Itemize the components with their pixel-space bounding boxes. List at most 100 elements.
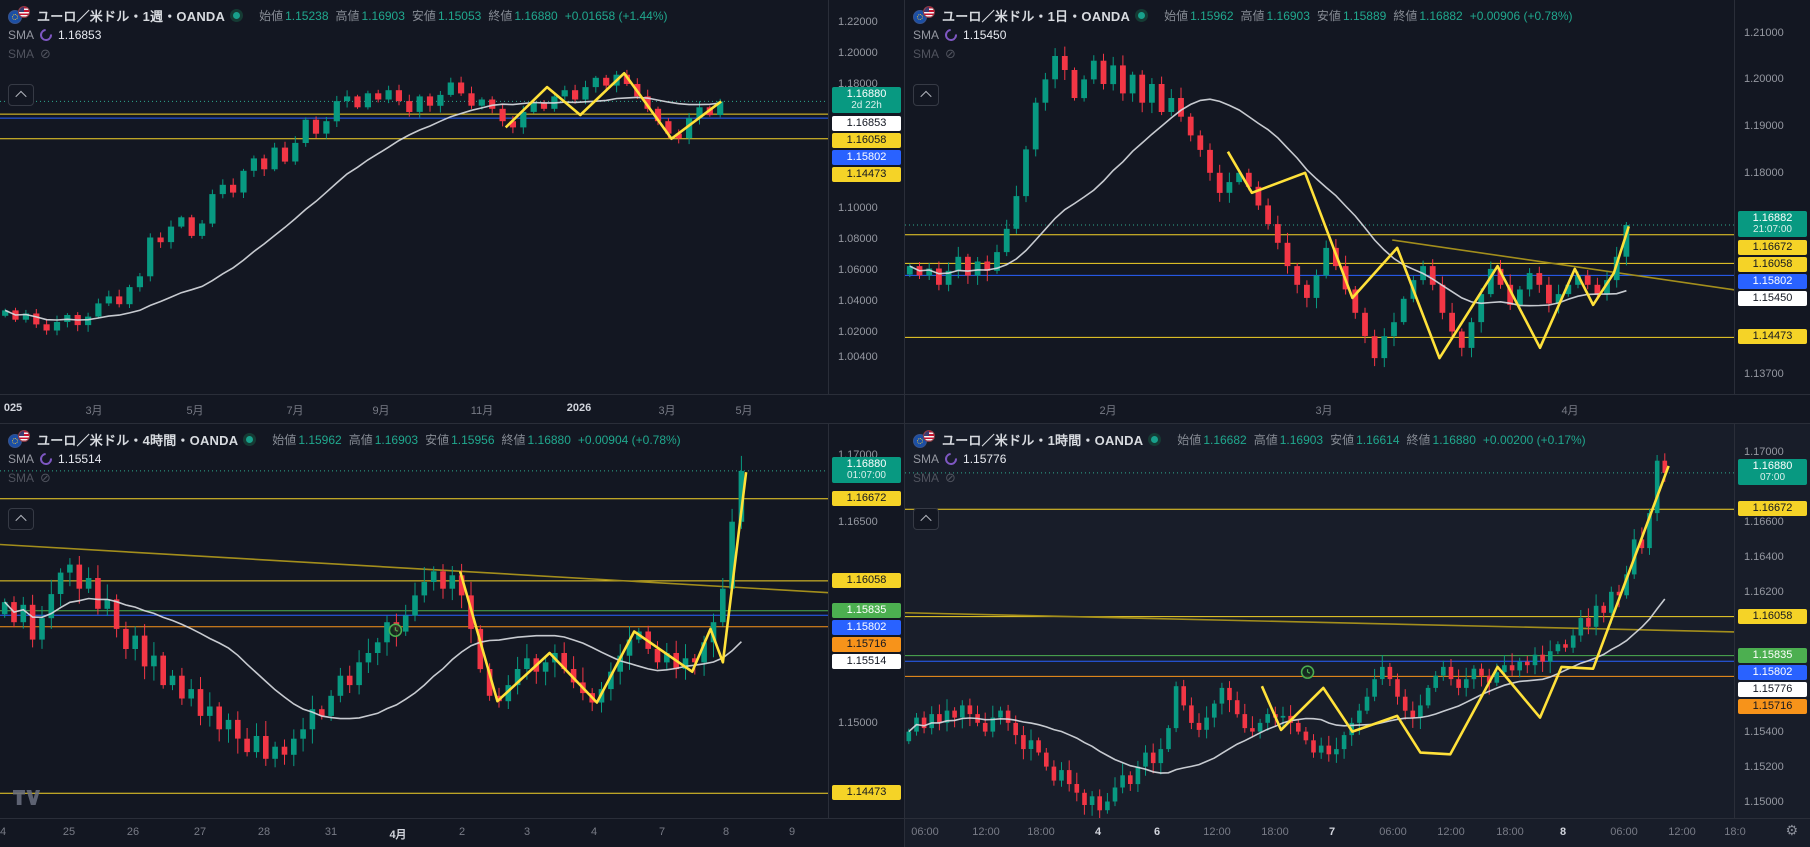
- visibility-off-icon: ⊘: [945, 469, 956, 485]
- time-tick-label: 12:00: [972, 826, 1000, 838]
- price-badge: 1.15835: [1738, 648, 1807, 663]
- time-tick-label: 25: [62, 826, 76, 838]
- time-tick-label: 11月: [470, 405, 494, 417]
- candlestick-plot[interactable]: [0, 0, 829, 395]
- price-tick-label: 1.16500: [838, 516, 878, 528]
- price-badge: 1.15450: [1738, 291, 1807, 306]
- time-tick-label: 06:00: [911, 826, 939, 838]
- sma-legend-row[interactable]: SMA 1.16853: [8, 26, 102, 43]
- market-status-icon[interactable]: [243, 432, 257, 446]
- candlestick-plot[interactable]: [905, 424, 1735, 819]
- sma-legend-row[interactable]: SMA 1.15776: [913, 450, 1007, 467]
- collapse-button[interactable]: [8, 508, 34, 530]
- chevron-up-icon: [920, 514, 932, 527]
- time-axis[interactable]: 2月 3月 4月: [905, 394, 1810, 423]
- chart-panel-4h[interactable]: ユーロ／米ドル・4時間・OANDA 始値 1.15962 高値 1.16903 安値 1.…: [0, 424, 904, 847]
- price-badge: 1.15802: [832, 620, 901, 635]
- time-tick-label: 12:00: [1203, 826, 1231, 838]
- time-tick-label: 06:00: [1610, 826, 1638, 838]
- price-badge: 1.16058: [1738, 609, 1807, 624]
- time-tick-label: 18:0: [1724, 826, 1746, 838]
- price-tick-label: 1.15200: [1744, 761, 1784, 773]
- sma-legend-row[interactable]: SMA 1.15450: [913, 26, 1007, 43]
- countdown-timer: 21:07:00: [1753, 224, 1792, 235]
- sma-value: 1.15776: [963, 451, 1007, 466]
- time-axis[interactable]: 025 3月 5月 7月 9月 11月 2026 3月 5月: [0, 394, 904, 423]
- price-tick-label: 1.06000: [838, 264, 878, 276]
- price-axis[interactable]: 1.22000 1.20000 1.18000 1.10000 1.08000 1.060…: [828, 0, 904, 395]
- price-badge: 1.16880 07:00: [1738, 459, 1807, 485]
- collapse-button[interactable]: [913, 508, 939, 530]
- zigzag-line: [458, 472, 748, 704]
- price-badge: 1.16058: [1738, 257, 1807, 272]
- tradingview-logo[interactable]: [12, 789, 40, 811]
- sma-hidden-row[interactable]: SMA ⊘: [913, 45, 956, 61]
- chevron-up-icon: [15, 90, 27, 103]
- price-badge: 1.14473: [832, 167, 901, 182]
- price-axis[interactable]: 1.21000 1.20000 1.19000 1.18000 1.13700 1.168…: [1734, 0, 1810, 395]
- symbol-title[interactable]: ユーロ／米ドル・4時間・OANDA: [37, 432, 239, 448]
- time-tick-label: 3月: [658, 405, 676, 417]
- symbol-title[interactable]: ユーロ／米ドル・1週・OANDA: [37, 8, 226, 24]
- price-tick-label: 1.13700: [1744, 368, 1784, 380]
- price-tick-label: 1.15000: [1744, 796, 1784, 808]
- price-axis[interactable]: 1.17000 1.16500 1.15000 1.16880 01:07:00 1.16…: [828, 424, 904, 819]
- chevron-up-icon: [920, 90, 932, 103]
- collapse-button[interactable]: [8, 84, 34, 106]
- collapse-button[interactable]: [913, 84, 939, 106]
- price-badge: 1.16853: [832, 116, 901, 131]
- time-tick-label: 5月: [186, 405, 204, 417]
- price-badge: 1.16672: [832, 491, 901, 506]
- price-badge: 1.15776: [1738, 682, 1807, 697]
- time-tick-label: 2026: [566, 402, 592, 414]
- symbol-flag-icon: [913, 6, 937, 24]
- visibility-off-icon: ⊘: [40, 45, 51, 61]
- time-tick-label: 7月: [286, 405, 304, 417]
- price-tick-label: 1.08000: [838, 233, 878, 245]
- sma-hidden-row[interactable]: SMA ⊘: [913, 469, 956, 485]
- time-axis-settings-gear-icon[interactable]: ⚙: [1785, 822, 1798, 838]
- change-readout: +0.01658 (+1.44%): [564, 8, 668, 23]
- time-tick-label: 2月: [1099, 405, 1117, 417]
- time-tick-label: 18:00: [1496, 826, 1524, 838]
- symbol-title[interactable]: ユーロ／米ドル・1日・OANDA: [942, 8, 1131, 24]
- chart-panel-1h[interactable]: ユーロ／米ドル・1時間・OANDA 始値 1.16682 高値 1.16903 安値 1.…: [905, 424, 1810, 847]
- chart-legend: ユーロ／米ドル・1時間・OANDA 始値 1.16682 高値 1.16903 安値 1.…: [913, 429, 1586, 487]
- price-tick-label: 1.19000: [1744, 120, 1784, 132]
- change-readout: +0.00200 (+0.17%): [1482, 432, 1586, 447]
- zigzag-line: [504, 71, 722, 140]
- price-badge: 1.14473: [832, 785, 901, 800]
- market-status-icon[interactable]: [1148, 432, 1162, 446]
- sma-hidden-row[interactable]: SMA ⊘: [8, 45, 51, 61]
- price-tick-label: 1.17000: [1744, 446, 1784, 458]
- sma-legend-row[interactable]: SMA 1.15514: [8, 450, 102, 467]
- ohlc-readout: 始値 1.15238 高値 1.16903 安値 1.15053 終値 1.16880 +0.0…: [259, 8, 668, 23]
- candlestick-plot[interactable]: [0, 424, 829, 819]
- price-badge: 1.16058: [832, 133, 901, 148]
- symbol-flag-icon: [913, 430, 937, 448]
- time-tick-label: 4: [0, 826, 7, 838]
- sma-value: 1.15450: [963, 27, 1007, 42]
- symbol-flag-icon: [8, 430, 32, 448]
- sma-hidden-row[interactable]: SMA ⊘: [8, 469, 51, 485]
- chart-panel-1d[interactable]: ユーロ／米ドル・1日・OANDA 始値 1.15962 高値 1.16903 安値 1.1…: [905, 0, 1810, 423]
- time-axis[interactable]: ⚙ 06:00 12:00 18:00 4 6 12:00 18:00 7 06:00 12:00…: [905, 818, 1810, 847]
- sma-source-icon: [942, 26, 960, 43]
- symbol-title[interactable]: ユーロ／米ドル・1時間・OANDA: [942, 432, 1144, 448]
- price-badge: 1.16880 2d 22h: [832, 87, 901, 113]
- market-status-icon[interactable]: [1135, 8, 1149, 22]
- time-tick-label: 9月: [372, 405, 390, 417]
- price-badge: 1.16672: [1738, 501, 1807, 516]
- price-badge: 1.15716: [832, 637, 901, 652]
- price-badge: 1.15514: [832, 654, 901, 669]
- market-status-icon[interactable]: [230, 8, 244, 22]
- time-axis[interactable]: 4 25 26 27 28 31 4月 2 3 4 7 8 9: [0, 818, 904, 847]
- price-axis[interactable]: 1.17000 1.16600 1.16400 1.16200 1.15400 1.152…: [1734, 424, 1810, 819]
- time-tick-label: 12:00: [1437, 826, 1465, 838]
- candlestick-plot[interactable]: [905, 0, 1735, 395]
- chart-panel-1w[interactable]: ユーロ／米ドル・1週・OANDA 始値 1.15238 高値 1.16903 安値 1.1…: [0, 0, 904, 423]
- sma-source-icon: [942, 450, 960, 467]
- ohlc-readout: 始値 1.15962 高値 1.16903 安値 1.15956 終値 1.16880 +0.0…: [272, 432, 681, 447]
- price-badge: 1.15802: [832, 150, 901, 165]
- sma-source-icon: [37, 450, 55, 467]
